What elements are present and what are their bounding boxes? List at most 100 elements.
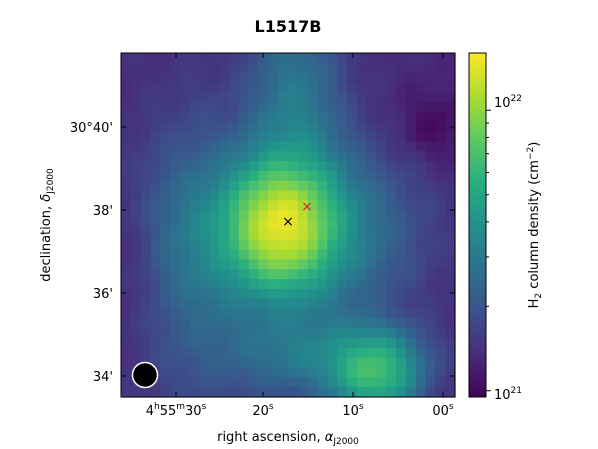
heatmap-cell: [209, 210, 220, 221]
heatmap-cell: [415, 298, 427, 310]
heatmap-cell: [199, 72, 211, 84]
heatmap-cell: [327, 288, 338, 300]
heatmap-cell: [297, 131, 309, 143]
heatmap-cell: [258, 387, 269, 398]
heatmap-cell: [238, 338, 250, 349]
heatmap-cell: [248, 72, 260, 84]
heatmap-cell: [170, 53, 181, 64]
heatmap-cell: [199, 200, 211, 211]
heatmap-cell: [396, 377, 407, 388]
heatmap-cell: [278, 72, 289, 84]
heatmap-cell: [396, 72, 407, 84]
heatmap-cell: [366, 259, 378, 270]
heatmap-cell: [189, 53, 201, 64]
heatmap-cell: [278, 387, 289, 398]
heatmap-cell: [337, 141, 348, 152]
heatmap-cell: [337, 92, 348, 103]
heatmap-cell: [396, 239, 407, 251]
heatmap-cell: [435, 338, 446, 349]
heatmap-cell: [140, 269, 152, 280]
heatmap-cell: [445, 347, 456, 359]
heatmap-cell: [396, 53, 407, 64]
heatmap-cell: [366, 249, 378, 260]
heatmap-cell: [179, 141, 191, 152]
heatmap-cell: [415, 269, 427, 280]
heatmap-cell: [288, 190, 299, 202]
heatmap-cell: [337, 161, 348, 172]
heatmap-cell: [229, 298, 240, 310]
heatmap-cell: [189, 170, 201, 182]
heatmap-cell: [435, 141, 446, 152]
heatmap-cell: [278, 239, 289, 251]
heatmap-cell: [337, 387, 348, 398]
heatmap-cell: [366, 269, 378, 280]
heatmap-cell: [425, 367, 436, 378]
heatmap-cell: [288, 338, 299, 349]
heatmap-cell: [170, 102, 181, 113]
heatmap-cell: [248, 318, 260, 329]
heatmap-cell: [307, 131, 319, 143]
heatmap-cell: [170, 131, 181, 143]
heatmap-cell: [445, 180, 456, 192]
heatmap-cell: [229, 180, 240, 192]
heatmap-cell: [150, 62, 161, 74]
heatmap-cell: [258, 259, 269, 270]
heatmap-cell: [288, 367, 299, 378]
heatmap-cell: [189, 92, 201, 103]
heatmap-cell: [307, 239, 319, 251]
heatmap-cell: [356, 387, 368, 398]
heatmap-cell: [189, 288, 201, 300]
heatmap-cell: [405, 131, 417, 143]
heatmap-cell: [179, 387, 191, 398]
heatmap-cell: [386, 308, 397, 319]
heatmap-cell: [317, 92, 328, 103]
heatmap-cell: [179, 53, 191, 64]
heatmap-cell: [278, 318, 289, 329]
heatmap-cell: [327, 269, 338, 280]
marker-red-cross: ×: [301, 199, 313, 215]
heatmap-cell: [229, 200, 240, 211]
heatmap-cell: [317, 279, 328, 290]
heatmap-cell: [189, 121, 201, 133]
heatmap-cell: [170, 269, 181, 280]
heatmap-cell: [140, 239, 152, 251]
heatmap-cell: [160, 121, 171, 133]
heatmap-cell: [140, 111, 152, 123]
heatmap-cell: [248, 220, 260, 231]
heatmap-cell: [396, 102, 407, 113]
heatmap-cell: [179, 62, 191, 74]
heatmap-cell: [386, 200, 397, 211]
heatmap-cell: [337, 328, 348, 339]
heatmap-cell: [366, 131, 378, 143]
heatmap-cell: [189, 62, 201, 74]
heatmap-cell: [445, 387, 456, 398]
heatmap-cell: [376, 328, 387, 339]
heatmap-cell: [150, 121, 161, 133]
heatmap-cell: [415, 229, 427, 241]
heatmap-cell: [356, 200, 368, 211]
heatmap-cell: [288, 170, 299, 182]
heatmap-cell: [356, 259, 368, 270]
heatmap-cell: [415, 377, 427, 388]
heatmap-cell: [160, 82, 171, 93]
heatmap-cell: [396, 92, 407, 103]
heatmap-cell: [337, 357, 348, 369]
heatmap-cell: [278, 229, 289, 241]
heatmap-cell: [346, 318, 358, 329]
heatmap-cell: [405, 387, 417, 398]
heatmap-cell: [425, 170, 436, 182]
heatmap-cell: [356, 279, 368, 290]
heatmap-cell: [199, 190, 211, 202]
heatmap-cell: [130, 111, 142, 123]
heatmap-cell: [130, 180, 142, 192]
heatmap-cell: [268, 387, 279, 398]
heatmap-cell: [199, 210, 211, 221]
heatmap-cell: [199, 298, 211, 310]
heatmap-cell: [268, 131, 279, 143]
heatmap-cell: [415, 131, 427, 143]
heatmap-cell: [258, 269, 269, 280]
heatmap-cell: [189, 377, 201, 388]
heatmap-cell: [130, 190, 142, 202]
heatmap-cell: [366, 279, 378, 290]
heatmap-cell: [238, 347, 250, 359]
